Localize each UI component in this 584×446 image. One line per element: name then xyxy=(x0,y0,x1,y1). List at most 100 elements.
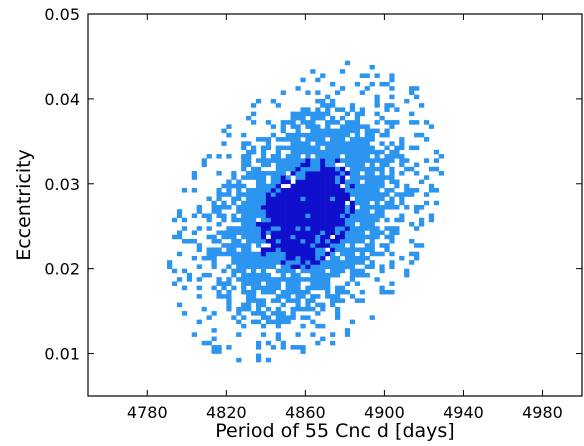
density-cell xyxy=(325,179,331,185)
density-cell xyxy=(354,226,360,231)
density-cell xyxy=(171,268,178,274)
density-cell xyxy=(384,243,390,248)
density-cell xyxy=(339,124,346,129)
density-cell xyxy=(389,260,395,265)
density-cell xyxy=(285,120,291,125)
density-cell xyxy=(335,285,341,291)
density-cell xyxy=(325,145,331,151)
density-cell xyxy=(414,132,420,138)
density-cell xyxy=(315,247,321,252)
density-cell xyxy=(236,268,242,274)
density-cell xyxy=(295,209,301,214)
density-cell xyxy=(325,221,331,227)
density-cell xyxy=(295,175,301,180)
density-cell xyxy=(295,213,301,219)
density-cell xyxy=(310,171,316,176)
density-cell xyxy=(394,107,400,112)
density-cell xyxy=(335,149,341,155)
density-cell xyxy=(320,103,326,108)
density-cell xyxy=(260,251,267,257)
density-cell xyxy=(251,230,257,236)
density-cell xyxy=(418,132,425,138)
density-cell xyxy=(241,281,247,286)
density-cell xyxy=(285,175,291,180)
density-cell xyxy=(339,137,346,142)
density-cell xyxy=(176,277,183,282)
density-cell xyxy=(290,188,296,193)
density-cell xyxy=(305,166,311,172)
density-cell xyxy=(339,132,346,138)
density-cell xyxy=(280,124,286,129)
density-cell xyxy=(295,298,301,303)
density-cell xyxy=(330,145,336,151)
density-cell xyxy=(295,272,301,278)
density-cell xyxy=(201,272,207,278)
density-cell xyxy=(295,255,301,261)
density-cell xyxy=(236,238,242,244)
density-cell xyxy=(265,200,272,206)
density-cell xyxy=(315,128,321,134)
density-cell xyxy=(295,285,301,291)
density-cell xyxy=(354,234,360,240)
density-cell xyxy=(246,302,252,308)
density-cell xyxy=(275,285,281,291)
density-cell xyxy=(335,179,341,185)
density-cell xyxy=(265,205,272,210)
density-cell xyxy=(354,120,360,125)
density-cell xyxy=(310,268,316,274)
density-cell xyxy=(275,251,281,257)
density-cell xyxy=(300,277,306,282)
density-cell xyxy=(339,209,346,214)
density-cell xyxy=(335,298,341,303)
density-cell xyxy=(221,234,227,240)
density-cell xyxy=(236,192,242,197)
density-cell xyxy=(280,158,286,163)
density-cell xyxy=(300,149,306,155)
density-cell xyxy=(339,285,346,291)
density-cell xyxy=(290,132,296,138)
density-cell xyxy=(265,285,272,291)
density-cell xyxy=(275,137,281,142)
density-cell xyxy=(418,217,425,223)
density-cell xyxy=(181,217,188,223)
density-cell xyxy=(325,158,331,163)
density-cell xyxy=(339,115,346,121)
density-cell xyxy=(394,179,400,185)
density-cell xyxy=(290,243,296,248)
density-cell xyxy=(305,188,311,193)
density-cell xyxy=(241,132,247,138)
density-cell xyxy=(320,171,326,176)
density-cell xyxy=(305,264,311,269)
density-cell xyxy=(320,251,326,257)
density-cell xyxy=(290,200,296,206)
density-cell xyxy=(255,264,262,269)
density-cell xyxy=(344,162,351,168)
density-cells xyxy=(167,60,444,363)
density-cell xyxy=(300,323,306,329)
density-cell xyxy=(285,205,291,210)
density-cell xyxy=(325,124,331,129)
density-cell xyxy=(364,192,370,197)
density-cell xyxy=(285,217,291,223)
density-cell xyxy=(231,230,237,236)
density-cell xyxy=(330,213,336,219)
density-cell xyxy=(265,120,272,125)
density-cell xyxy=(280,90,286,95)
density-cell xyxy=(389,94,395,100)
density-cell xyxy=(231,175,237,180)
density-cell xyxy=(290,115,296,121)
density-cell xyxy=(216,289,222,295)
density-cell xyxy=(246,141,252,146)
density-cell xyxy=(255,158,262,163)
density-cell xyxy=(275,196,281,202)
density-cell xyxy=(270,175,277,180)
density-cell xyxy=(246,192,252,197)
density-cell xyxy=(251,175,257,180)
density-cell xyxy=(295,243,301,248)
density-cell xyxy=(409,90,415,95)
density-cell xyxy=(300,132,306,138)
density-cell xyxy=(349,145,356,151)
density-cell xyxy=(364,272,370,278)
density-cell xyxy=(181,285,188,291)
density-cell xyxy=(315,281,321,286)
